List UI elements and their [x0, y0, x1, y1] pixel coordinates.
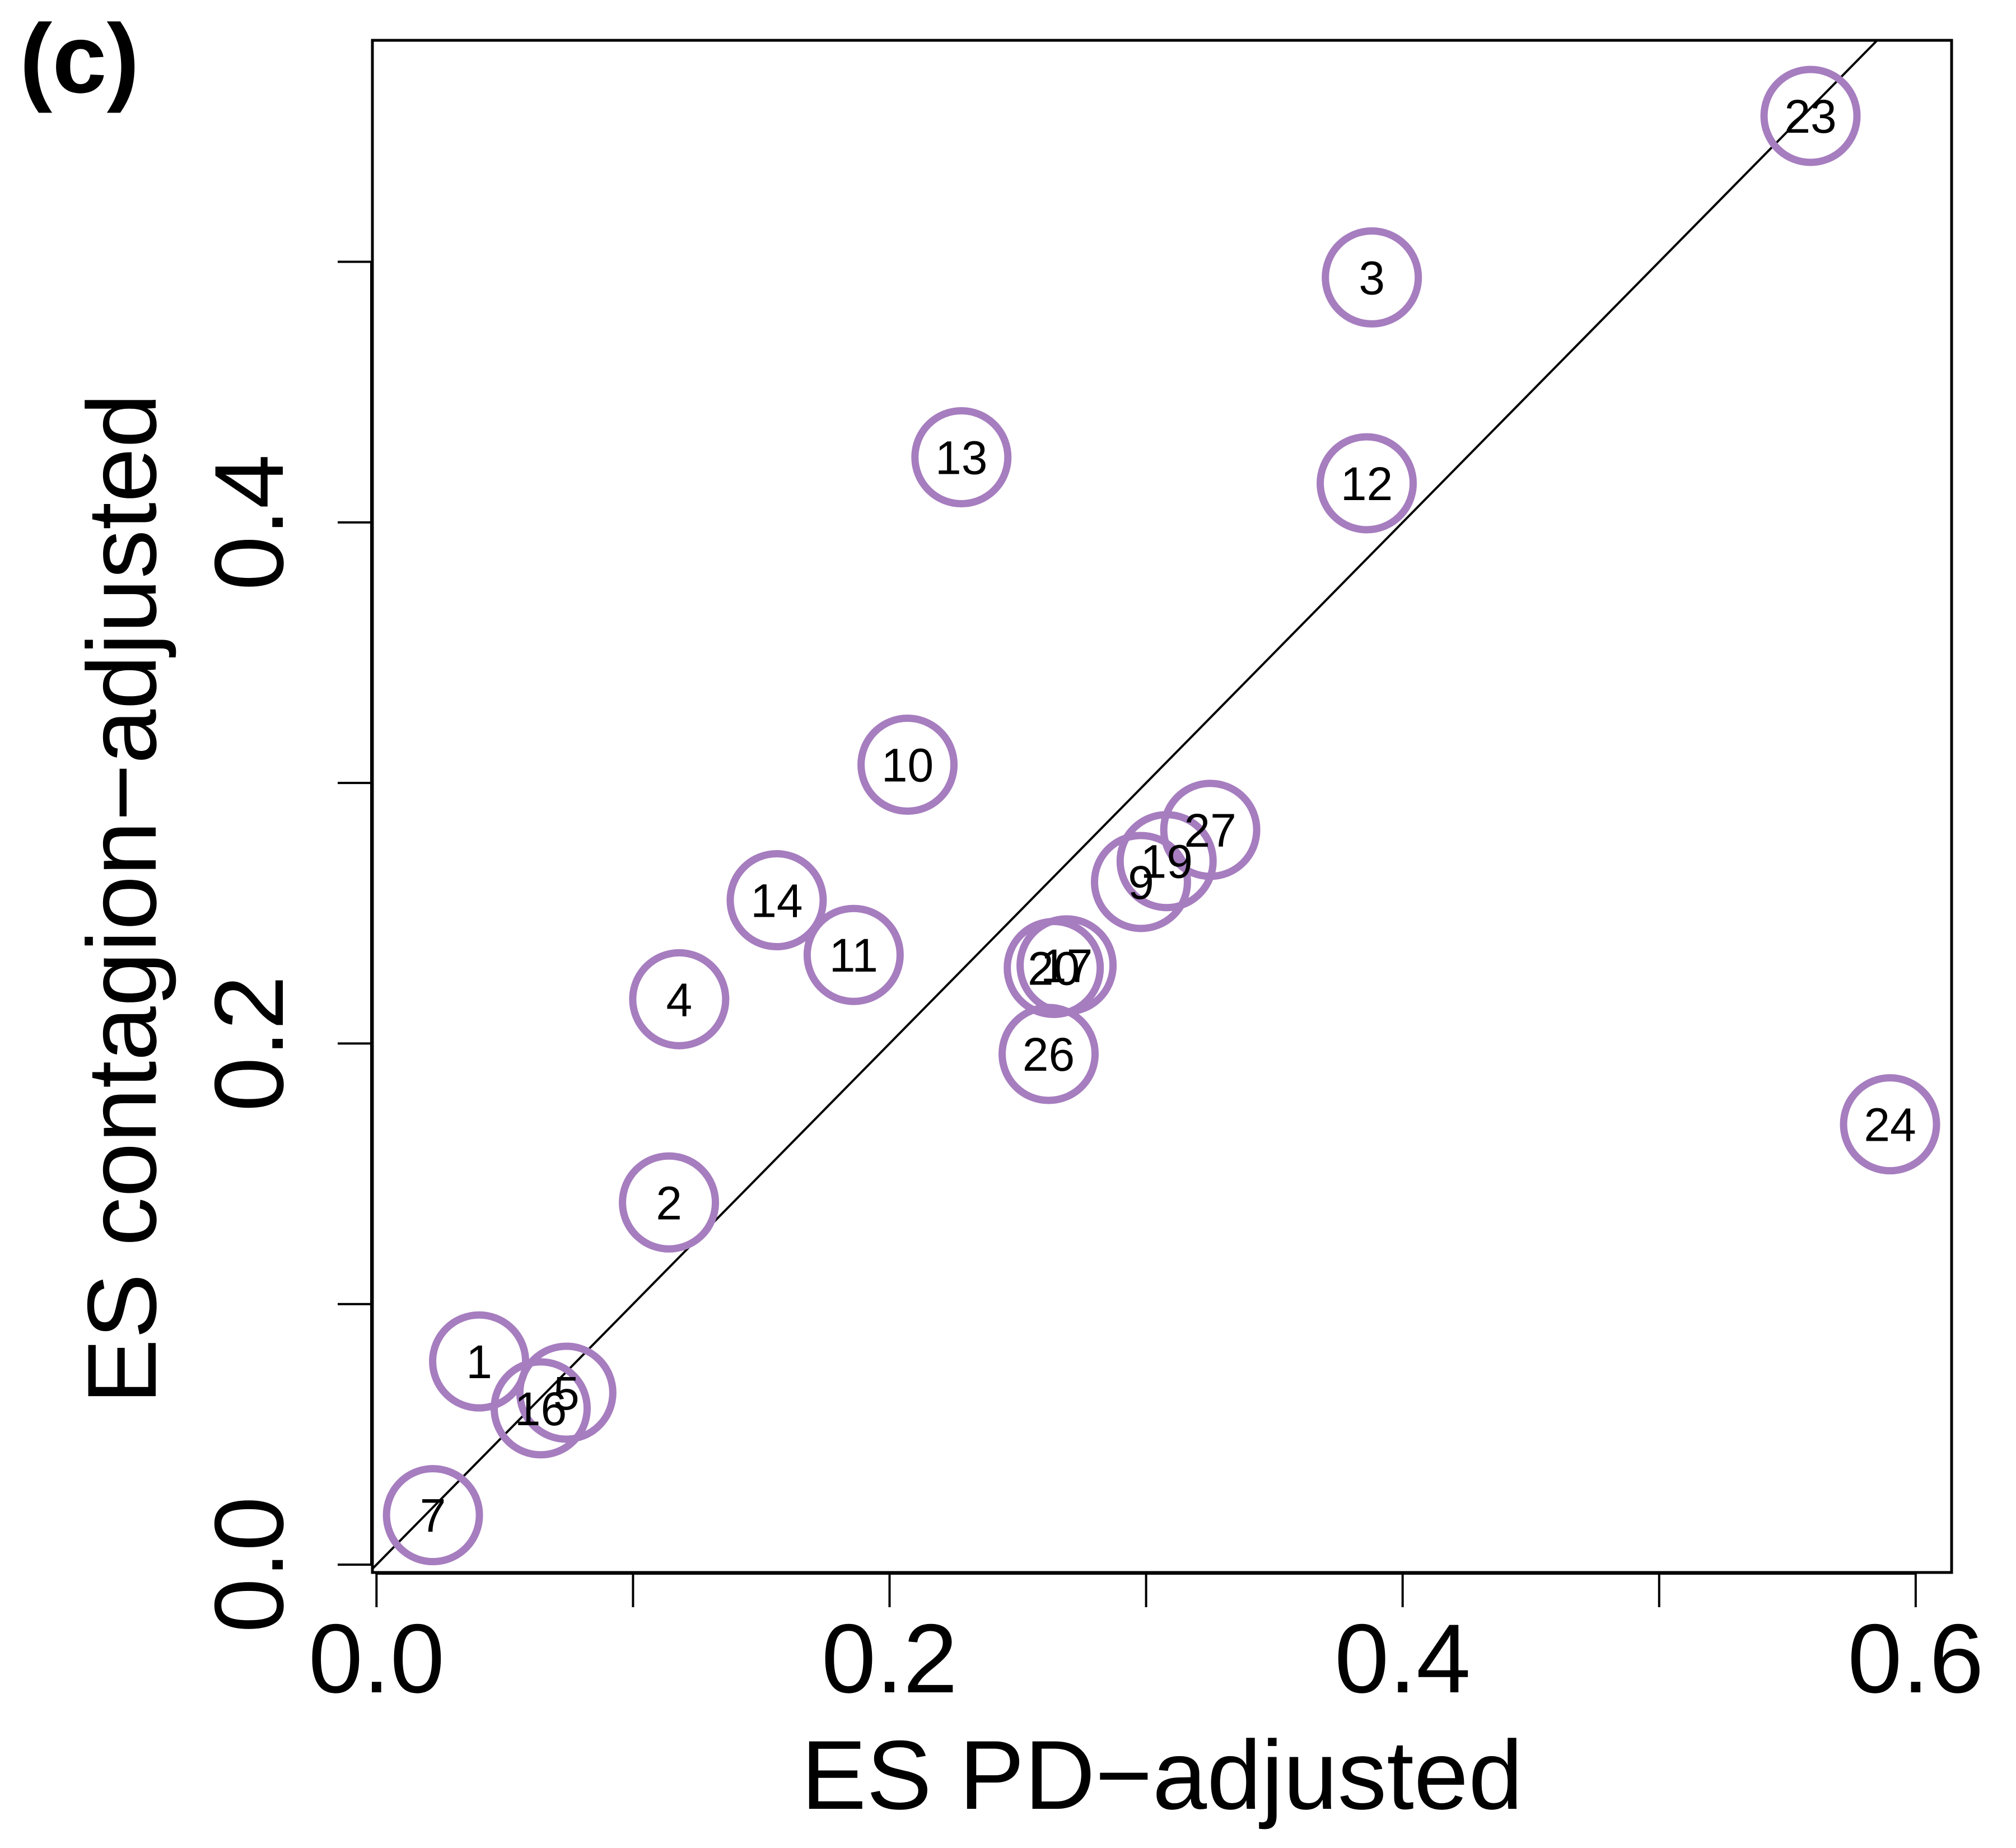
point-label: 10 — [881, 739, 934, 792]
point-marker — [1322, 227, 1422, 328]
point-marker — [1160, 780, 1261, 880]
point-marker — [1760, 66, 1861, 166]
point-label: 13 — [935, 431, 987, 484]
point-label: 12 — [1341, 458, 1393, 510]
point-marker — [726, 850, 827, 951]
plot-area: 0.0 0.2 0.4 0.60.00.20.41234579101112131416… — [195, 39, 1984, 1714]
point-marker — [1090, 832, 1191, 932]
point-label: 17 — [1040, 940, 1093, 992]
point-marker — [911, 407, 1012, 507]
point-marker — [803, 904, 904, 1005]
point-marker — [629, 949, 730, 1049]
point-marker — [998, 1004, 1099, 1104]
x-axis-title: ES PD−adjusted — [801, 1721, 1523, 1830]
identity-line — [371, 39, 1878, 1570]
point-label: 2 — [656, 1177, 682, 1229]
x-tick-label: 0.4 — [1334, 1604, 1471, 1714]
y-tick-label: 0.4 — [195, 454, 304, 590]
point-marker — [491, 1358, 591, 1459]
point-label: 1 — [466, 1336, 492, 1388]
point-label: 9 — [1128, 856, 1154, 909]
x-tick-label: 0.6 — [1847, 1604, 1984, 1714]
point-label: 24 — [1864, 1099, 1916, 1151]
point-label: 11 — [829, 929, 878, 982]
point-label: 27 — [1184, 804, 1236, 857]
point-marker — [1004, 917, 1104, 1018]
x-tick-label: 0.0 — [309, 1604, 445, 1714]
point-label: 16 — [515, 1383, 567, 1435]
point-label: 26 — [1023, 1028, 1075, 1081]
point-label: 23 — [1784, 90, 1836, 143]
point-marker — [1317, 433, 1417, 534]
x-tick-label: 0.2 — [822, 1604, 958, 1714]
y-tick-label: 0.0 — [195, 1496, 304, 1632]
point-label: 3 — [1359, 251, 1385, 304]
point-label: 20 — [1028, 942, 1080, 995]
point-marker — [619, 1152, 720, 1253]
panel-label: (c) — [20, 4, 139, 114]
point-label: 19 — [1141, 836, 1193, 888]
point-label: 14 — [750, 875, 802, 927]
y-axis-title: ES contagion−adjusted — [68, 394, 177, 1404]
point-label: 7 — [420, 1490, 446, 1542]
point-marker — [382, 1465, 483, 1566]
point-marker — [1840, 1074, 1940, 1175]
point-label: 5 — [553, 1367, 580, 1420]
point-marker — [516, 1342, 617, 1443]
point-marker — [857, 715, 958, 815]
y-tick-label: 0.2 — [195, 976, 304, 1112]
point-label: 4 — [666, 973, 693, 1026]
